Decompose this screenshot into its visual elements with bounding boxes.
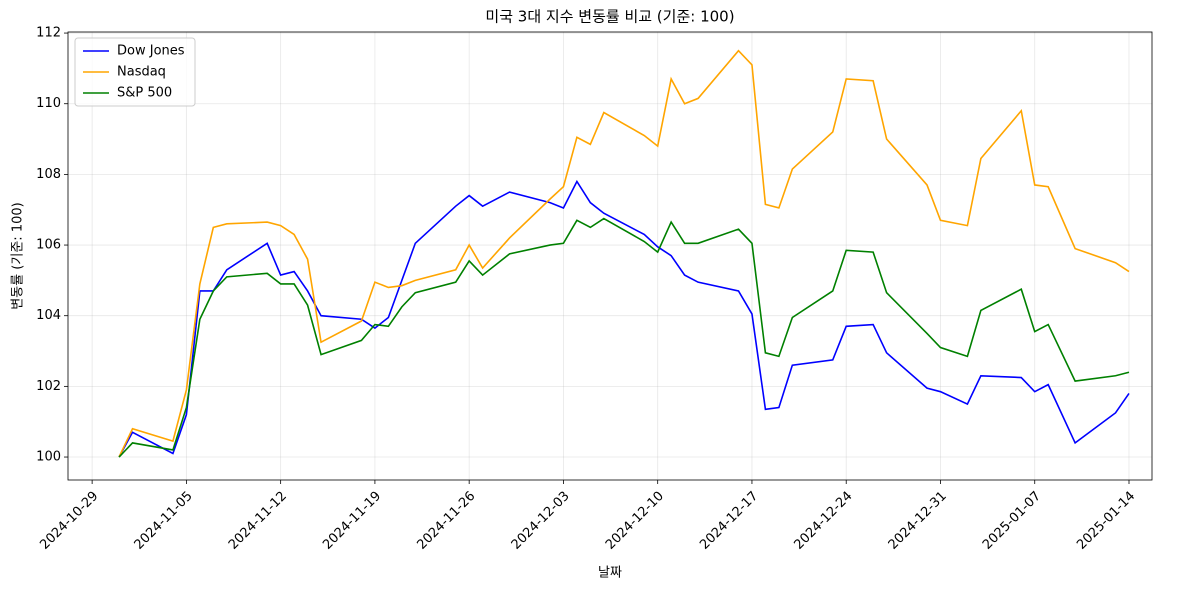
- legend-label: Nasdaq: [117, 65, 166, 80]
- y-axis-label: 변동률 (기준: 100): [11, 202, 26, 309]
- y-tick-label: 106: [36, 238, 61, 253]
- x-tick-label: 2024-12-24: [791, 489, 855, 553]
- plot-frame: [67, 31, 1153, 481]
- x-tick-label: 2025-01-14: [1074, 489, 1138, 553]
- x-tick-label: 2024-12-17: [697, 489, 761, 553]
- legend-label: Dow Jones: [117, 44, 185, 59]
- x-axis-label: 날짜: [598, 566, 622, 581]
- y-tick-label: 100: [36, 450, 61, 465]
- x-tick-label: 2024-11-26: [414, 489, 478, 553]
- y-tick-label: 108: [36, 167, 61, 182]
- x-tick-label: 2024-11-05: [132, 489, 196, 553]
- chart-title: 미국 3대 지수 변동률 비교 (기준: 100): [485, 8, 734, 26]
- x-tick-label: 2025-01-07: [980, 489, 1044, 553]
- x-tick-label: 2024-11-19: [320, 489, 384, 553]
- y-tick-label: 102: [36, 379, 61, 394]
- x-tick-label: 2024-12-03: [509, 489, 573, 553]
- x-tick-label: 2024-12-31: [886, 489, 950, 553]
- series-line: [118, 179, 1130, 458]
- legend-label: S&P 500: [117, 86, 172, 101]
- x-tick-label: 2024-10-29: [37, 489, 101, 553]
- series-line: [118, 49, 1130, 458]
- y-tick-label: 110: [36, 96, 61, 111]
- y-tick-label: 104: [36, 308, 61, 323]
- y-tick-label: 112: [36, 26, 61, 41]
- series-line: [118, 217, 1130, 458]
- x-tick-label: 2024-12-10: [603, 489, 667, 553]
- x-tick-label: 2024-11-12: [226, 489, 290, 553]
- legend-box: [74, 37, 196, 107]
